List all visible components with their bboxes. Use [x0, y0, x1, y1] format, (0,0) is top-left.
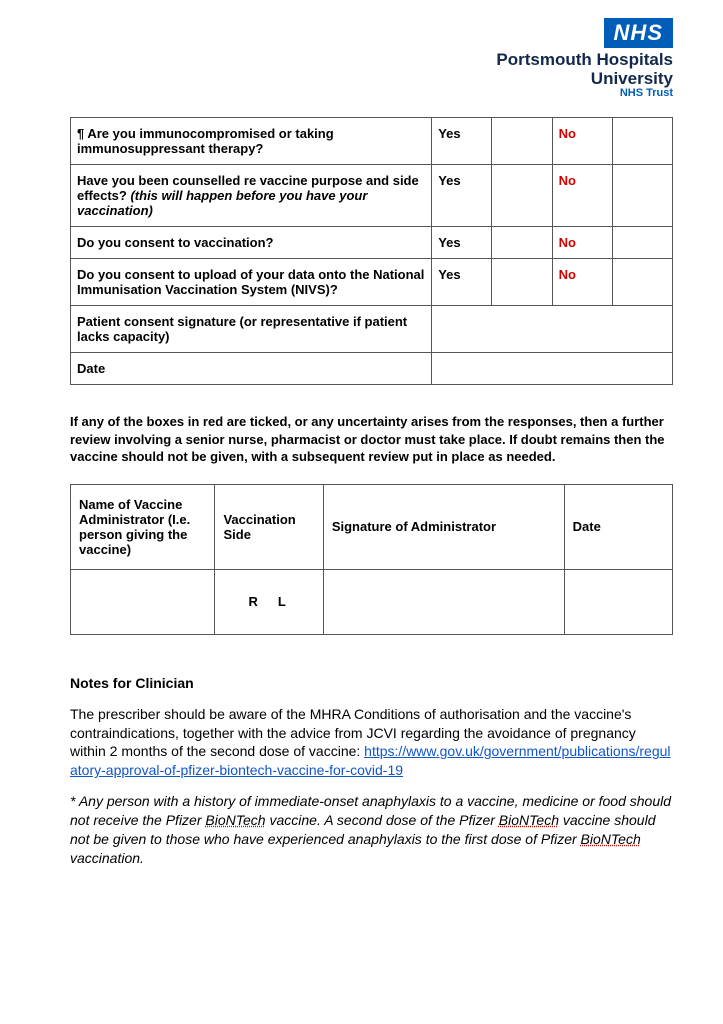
notes-paragraph: The prescriber should be aware of the MH… — [70, 705, 673, 781]
logo-trust: NHS Trust — [620, 87, 673, 99]
admin-col-sig: Signature of Administrator — [323, 484, 564, 569]
admin-col-name: Name of Vaccine Administrator (I.e. pers… — [71, 484, 215, 569]
yes-cell: Yes — [432, 227, 492, 259]
admin-col-side: Vaccination Side — [215, 484, 323, 569]
foot-d: vaccination. — [70, 850, 144, 866]
red-box-warning: If any of the boxes in red are ticked, o… — [70, 413, 673, 466]
date-label: Date — [71, 353, 432, 385]
signature-label: Patient consent signature (or representa… — [71, 306, 432, 353]
vaccination-side-rl[interactable]: RL — [215, 569, 323, 634]
yes-mark-cell[interactable] — [492, 227, 552, 259]
question-cell: ¶ Are you immunocompromised or taking im… — [71, 118, 432, 165]
nhs-badge: NHS — [604, 18, 673, 48]
biontech-1: BioNTech — [205, 812, 265, 828]
logo-org-line1: Portsmouth Hospitals — [496, 50, 673, 70]
table-row: ¶ Are you immunocompromised or taking im… — [71, 118, 673, 165]
nhs-logo-block: NHS Portsmouth Hospitals University NHS … — [70, 18, 673, 99]
question-cell: Do you consent to vaccination? — [71, 227, 432, 259]
yes-cell: Yes — [432, 165, 492, 227]
side-r: R — [248, 594, 277, 609]
no-cell: No — [552, 227, 612, 259]
table-row: Do you consent to vaccination? Yes No — [71, 227, 673, 259]
yes-mark-cell[interactable] — [492, 165, 552, 227]
no-mark-cell[interactable] — [612, 227, 672, 259]
admin-date-field[interactable] — [564, 569, 672, 634]
notes-heading: Notes for Clinician — [70, 675, 673, 691]
date-field[interactable] — [432, 353, 673, 385]
question-cell: Have you been counselled re vaccine purp… — [71, 165, 432, 227]
question-cell: Do you consent to upload of your data on… — [71, 259, 432, 306]
date-row: Date — [71, 353, 673, 385]
admin-col-date: Date — [564, 484, 672, 569]
no-cell: No — [552, 165, 612, 227]
administrator-table: Name of Vaccine Administrator (I.e. pers… — [70, 484, 673, 635]
no-cell: No — [552, 118, 612, 165]
anaphylaxis-footnote: * Any person with a history of immediate… — [70, 792, 673, 868]
no-mark-cell[interactable] — [612, 118, 672, 165]
logo-org-line2: University — [591, 70, 673, 87]
yes-mark-cell[interactable] — [492, 259, 552, 306]
biontech-3: BioNTech — [581, 831, 641, 847]
biontech-2: BioNTech — [499, 812, 559, 828]
admin-header-row: Name of Vaccine Administrator (I.e. pers… — [71, 484, 673, 569]
admin-entry-row: RL — [71, 569, 673, 634]
no-mark-cell[interactable] — [612, 259, 672, 306]
table-row: Do you consent to upload of your data on… — [71, 259, 673, 306]
foot-b: vaccine. A second dose of the Pfizer — [266, 812, 499, 828]
yes-cell: Yes — [432, 259, 492, 306]
admin-name-field[interactable] — [71, 569, 215, 634]
admin-signature-field[interactable] — [323, 569, 564, 634]
consent-questions-table: ¶ Are you immunocompromised or taking im… — [70, 117, 673, 385]
side-l: L — [278, 594, 306, 609]
table-row: Have you been counselled re vaccine purp… — [71, 165, 673, 227]
yes-cell: Yes — [432, 118, 492, 165]
no-cell: No — [552, 259, 612, 306]
yes-mark-cell[interactable] — [492, 118, 552, 165]
no-mark-cell[interactable] — [612, 165, 672, 227]
signature-field[interactable] — [432, 306, 673, 353]
signature-row: Patient consent signature (or representa… — [71, 306, 673, 353]
